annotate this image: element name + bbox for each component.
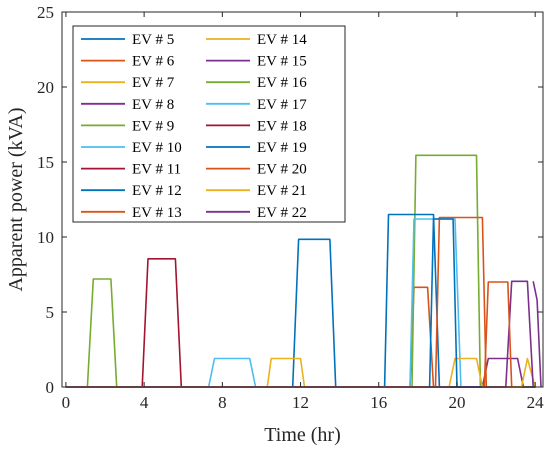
y-tick-label: 10: [37, 228, 54, 247]
y-tick-label: 15: [37, 153, 54, 172]
x-tick-label: 4: [140, 393, 149, 412]
x-tick-label: 20: [448, 393, 465, 412]
y-tick-label: 20: [37, 78, 54, 97]
x-tick-label: 12: [292, 393, 309, 412]
legend-label: EV # 5: [132, 32, 174, 48]
plot-area-frame: [61, 11, 544, 388]
legend-label: EV # 7: [132, 75, 175, 91]
legend-label: EV # 12: [132, 183, 182, 199]
series-line-17: [65, 357, 536, 388]
legend-label: EV # 17: [257, 97, 307, 113]
y-axis-label: Apparent power (kVA): [5, 107, 27, 291]
legend-label: EV # 20: [257, 162, 307, 178]
legend-label: EV # 10: [132, 140, 182, 156]
legend-label: EV # 13: [132, 205, 182, 221]
series-segment-2: [483, 281, 513, 388]
series-line-18: [65, 280, 536, 388]
axis-ticks: 0 4 8 12 16 20 24 0 5 10 15 20 25: [37, 3, 544, 412]
legend-label: EV # 8: [132, 97, 174, 113]
x-tick-label: 0: [62, 393, 71, 412]
y-tick-label: 5: [46, 303, 55, 322]
series-line-9: [65, 286, 536, 388]
series-line-5: [65, 278, 536, 388]
x-tick-label: 24: [527, 393, 545, 412]
legend-label: EV # 19: [257, 140, 307, 156]
legend-label: EV # 22: [257, 205, 307, 221]
series-segment-3: [428, 218, 458, 388]
x-tick-label: 16: [370, 393, 387, 412]
legend-label: EV # 6: [132, 54, 175, 70]
y-tick-label: 25: [37, 3, 54, 22]
legend-label: EV # 16: [257, 75, 307, 91]
y-tick-label: 0: [46, 378, 55, 397]
legend-label: EV # 21: [257, 183, 307, 199]
legend: EV # 5 EV # 6 EV # 7 EV # 8 EV # 9 EV # 10 EV …: [72, 25, 346, 223]
legend-label: EV # 15: [257, 54, 307, 70]
legend-label: EV # 14: [257, 32, 307, 48]
legend-label: EV # 11: [132, 162, 181, 178]
series-segment-4: [532, 281, 542, 388]
x-axis-label: Time (hr): [264, 424, 340, 446]
series-line-8: [65, 238, 536, 388]
legend-label: EV # 9: [132, 118, 174, 134]
series-line-7: [65, 257, 536, 388]
legend-label: EV # 18: [257, 118, 307, 134]
x-tick-label: 8: [218, 393, 227, 412]
